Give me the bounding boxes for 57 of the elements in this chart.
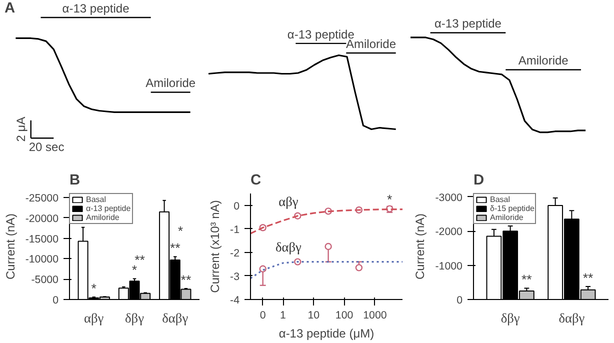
y-tick-label: -4 (230, 294, 240, 306)
annotation: * (387, 192, 392, 207)
chart-title: C (250, 172, 262, 188)
y-axis-title: Current (nA) (413, 213, 428, 280)
chart-title: B (70, 172, 80, 188)
data-label: ** (521, 272, 532, 288)
text: α-13 peptide (62, 2, 130, 16)
annotation: * (178, 223, 183, 238)
x-tick-label: δβγ (125, 310, 144, 326)
text: α-13 peptide (434, 16, 502, 31)
data-label: * (91, 281, 96, 296)
y-tick-label: 0 (234, 200, 240, 212)
x-tick-label: 10 (308, 310, 320, 322)
chart-title: D (474, 172, 484, 188)
x-axis-title: α-13 peptide (μM) (278, 326, 374, 340)
x-tick-label: δαβγ (558, 310, 585, 326)
y-axis-title: Current (x10³ nA) (208, 200, 222, 293)
x-tick-label: 1 (280, 310, 286, 322)
data-label: ** (170, 240, 180, 256)
y-tick-label: -1000 (435, 260, 463, 272)
legend-label: δ-15 peptide (490, 204, 534, 213)
y-tick-label: -1 (230, 224, 240, 236)
y-tick-label: -2000 (435, 226, 463, 238)
x-tick-label: 100 (335, 310, 354, 322)
x-tick-label: 1000 (363, 310, 387, 322)
y-tick-label: -15000 (25, 233, 59, 246)
y-tick-label: 0 (52, 294, 59, 306)
series-label: αβγ (278, 194, 298, 209)
y-tick-label: -3000 (435, 192, 463, 204)
data-label: ** (582, 270, 594, 286)
annotation: Amiloride (518, 54, 569, 68)
annotation: Amiloride (146, 76, 196, 90)
y-tick-label: -2 (230, 247, 240, 260)
text: 20 sec (28, 140, 64, 154)
legend-label: α-13 peptide (86, 204, 131, 213)
data-label: ** (180, 272, 192, 288)
legend-label: Amiloride (86, 213, 120, 222)
y-tick-label: 0 (456, 294, 463, 306)
series-label: δαβγ (275, 240, 302, 255)
x-tick-label: δαβγ (162, 310, 188, 326)
legend-label: Basal (490, 195, 510, 204)
text: 2 μA (14, 116, 28, 142)
y-axis-title: Current (nA) (3, 213, 18, 280)
chart-title: A (4, 0, 16, 16)
y-tick-label: -20000 (25, 212, 59, 225)
y-tick-label: -10000 (25, 254, 59, 266)
x-tick-label: 0 (260, 310, 266, 322)
legend-label: Basal (86, 195, 106, 204)
y-tick-label: -5000 (31, 274, 59, 286)
x-tick-label: αβγ (84, 310, 104, 326)
x-tick-label: δβγ (500, 310, 520, 326)
legend-label: Amiloride (490, 213, 524, 222)
point (324, 242, 332, 250)
data-label: * (132, 262, 138, 278)
point (355, 264, 363, 272)
y-tick-label: -3 (230, 270, 240, 283)
y-tick-label: -25000 (25, 192, 59, 205)
